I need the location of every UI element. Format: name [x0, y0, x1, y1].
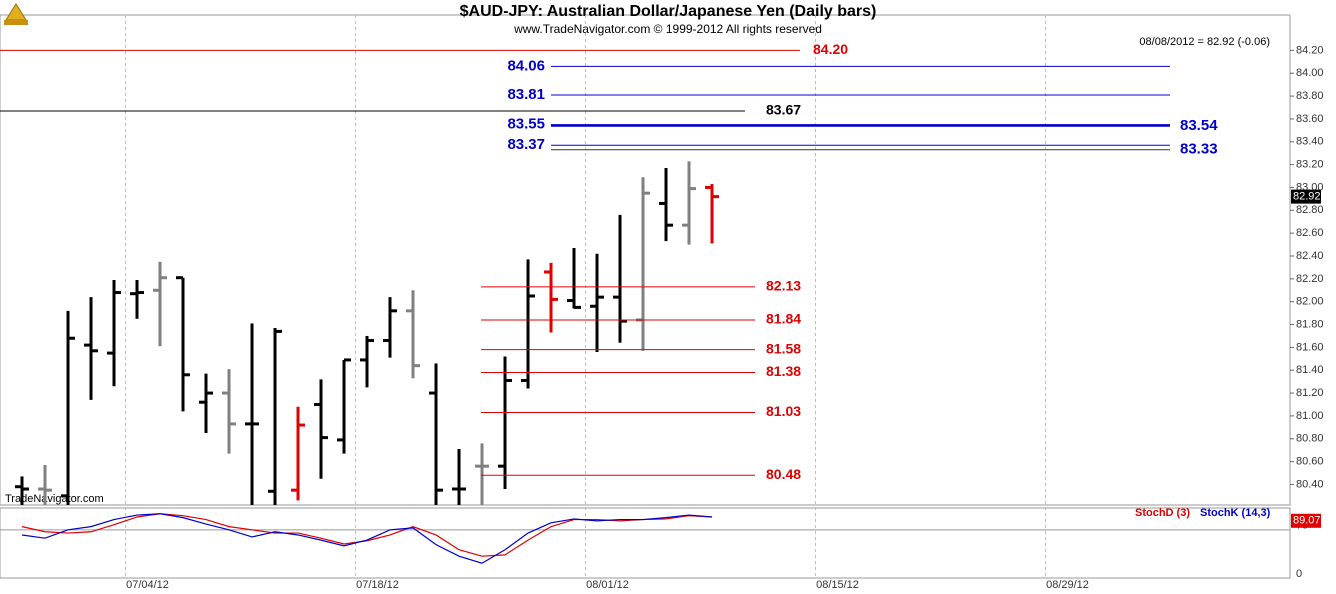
y-tick-label: 80.80 [1296, 433, 1324, 445]
level-label: 84.20 [813, 41, 848, 57]
x-tick-label: 08/15/12 [816, 579, 859, 591]
level-label: 81.38 [766, 363, 801, 379]
logo [4, 3, 28, 25]
x-tick-label: 07/18/12 [356, 579, 399, 591]
x-tick-label: 08/01/12 [586, 579, 629, 591]
subtitle: www.TradeNavigator.com © 1999-2012 All r… [513, 22, 822, 36]
y-tick-label: 83.40 [1296, 136, 1324, 148]
y-tick-label: 83.60 [1296, 113, 1324, 125]
y-tick-label: 81.20 [1296, 387, 1324, 399]
y-tick-label: 82.40 [1296, 250, 1324, 262]
level-label: 82.13 [766, 278, 801, 294]
y-tick-label: 84.20 [1296, 44, 1324, 56]
legend-label: StochK (14,3) [1200, 507, 1271, 519]
level-label: 84.06 [507, 57, 545, 74]
y-tick-label: 82.00 [1296, 296, 1324, 308]
y-tick-label: 84.00 [1296, 67, 1324, 79]
level-label: 81.58 [766, 340, 801, 356]
x-tick-label: 07/04/12 [126, 579, 169, 591]
y-tick-label: 81.60 [1296, 341, 1324, 353]
stoch-tick-label: 0 [1296, 568, 1302, 580]
x-tick-label: 08/29/12 [1046, 579, 1089, 591]
level-label: 81.84 [766, 311, 801, 327]
level-label: 83.67 [766, 102, 801, 118]
price-tag [1291, 189, 1321, 204]
chart-title: $AUD-JPY: Australian Dollar/Japanese Yen… [460, 3, 877, 20]
y-tick-label: 82.20 [1296, 273, 1324, 285]
level-label: 81.03 [766, 403, 801, 419]
price-tag-label: 82.92 [1293, 191, 1321, 203]
level-label: 83.81 [507, 86, 545, 103]
stoch-line [21, 513, 713, 564]
watermark: TradeNavigator.com [5, 493, 104, 505]
stoch-tag [1291, 513, 1321, 528]
level-label: 83.33 [1180, 141, 1218, 158]
level-label: 83.54 [1180, 117, 1218, 134]
stoch-line [21, 513, 713, 557]
level-label: 83.55 [507, 116, 545, 133]
level-label: 80.48 [766, 466, 801, 482]
stoch-tag-label: 89.07 [1293, 515, 1321, 527]
y-tick-label: 82.80 [1296, 204, 1324, 216]
status: 08/08/2012 = 82.92 (-0.06) [1139, 36, 1270, 48]
legend-label: StochD (3) [1135, 507, 1190, 519]
y-tick-label: 80.40 [1296, 478, 1324, 490]
y-tick-label: 83.80 [1296, 90, 1324, 102]
y-tick-label: 81.00 [1296, 410, 1324, 422]
y-tick-label: 80.60 [1296, 456, 1324, 468]
y-tick-label: 83.20 [1296, 159, 1324, 171]
level-label: 83.37 [507, 136, 545, 153]
bars [15, 161, 720, 505]
y-tick-label: 81.80 [1296, 318, 1324, 330]
y-tick-label: 81.40 [1296, 364, 1324, 376]
price-panel [0, 14, 1291, 506]
y-tick-label: 82.60 [1296, 227, 1324, 239]
stoch-panel [0, 507, 1291, 579]
